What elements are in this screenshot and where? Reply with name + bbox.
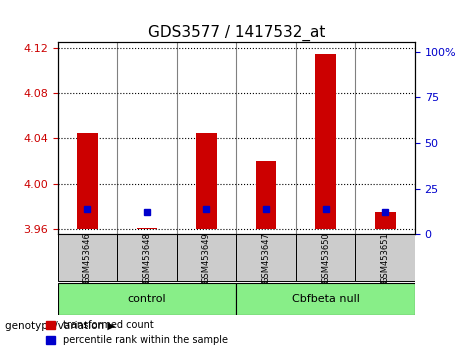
Text: control: control [128, 294, 166, 304]
Text: genotype/variation ▶: genotype/variation ▶ [5, 321, 115, 331]
FancyBboxPatch shape [355, 234, 415, 281]
FancyBboxPatch shape [58, 234, 117, 281]
Legend: transformed count, percentile rank within the sample: transformed count, percentile rank withi… [42, 316, 232, 349]
Text: Cbfbeta null: Cbfbeta null [292, 294, 360, 304]
Text: GSM453649: GSM453649 [202, 235, 211, 290]
Bar [196, 133, 217, 229]
Bar [375, 212, 396, 229]
Text: GSM453648: GSM453648 [142, 232, 152, 283]
Bar [255, 161, 277, 229]
FancyBboxPatch shape [177, 234, 236, 281]
FancyBboxPatch shape [236, 234, 296, 281]
Text: GSM453650: GSM453650 [321, 233, 330, 283]
FancyBboxPatch shape [58, 283, 236, 315]
Title: GDS3577 / 1417532_at: GDS3577 / 1417532_at [148, 25, 325, 41]
Bar [77, 133, 98, 229]
Text: GSM453648: GSM453648 [142, 235, 152, 290]
Text: GSM453647: GSM453647 [261, 232, 271, 283]
Text: GSM453651: GSM453651 [381, 235, 390, 290]
Text: GSM453646: GSM453646 [83, 232, 92, 283]
Text: GSM453651: GSM453651 [381, 233, 390, 283]
Text: GSM453646: GSM453646 [83, 235, 92, 290]
FancyBboxPatch shape [236, 283, 415, 315]
Bar [315, 54, 336, 229]
Bar [136, 228, 157, 229]
Text: GSM453650: GSM453650 [321, 235, 330, 290]
FancyBboxPatch shape [296, 234, 355, 281]
FancyBboxPatch shape [117, 234, 177, 281]
Text: GSM453647: GSM453647 [261, 235, 271, 290]
Text: GSM453649: GSM453649 [202, 233, 211, 283]
